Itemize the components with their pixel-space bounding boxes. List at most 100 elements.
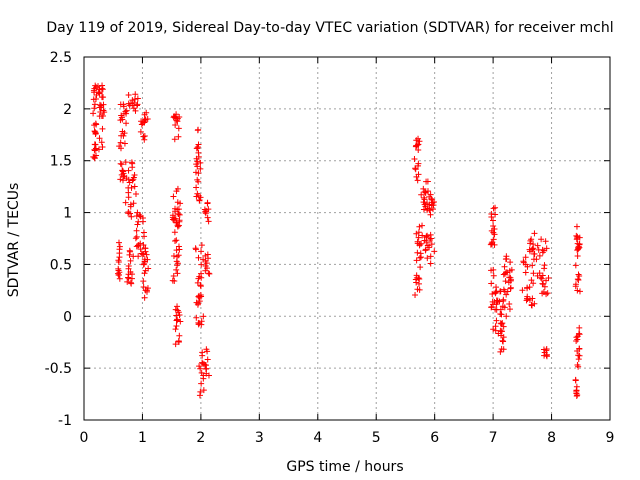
data-point	[504, 288, 511, 295]
data-point	[92, 130, 99, 137]
y-tick-label: 2	[63, 102, 72, 118]
data-point	[543, 353, 550, 360]
data-point	[194, 158, 201, 165]
data-point	[125, 167, 132, 174]
data-point	[176, 311, 183, 318]
data-point	[524, 263, 531, 270]
data-point	[526, 284, 533, 291]
data-point	[575, 271, 582, 278]
x-axis-title: GPS time / hours	[286, 459, 403, 475]
data-point	[143, 251, 150, 258]
data-point	[541, 265, 548, 272]
data-point	[489, 291, 496, 298]
data-point	[415, 234, 422, 241]
data-point	[141, 119, 148, 126]
x-tick-label: 9	[606, 430, 615, 446]
data-point	[174, 270, 181, 277]
data-point	[423, 233, 430, 240]
data-point	[490, 205, 497, 212]
data-point	[198, 321, 205, 328]
data-point	[430, 202, 437, 209]
data-point	[490, 223, 497, 230]
data-point	[121, 140, 128, 147]
data-point	[198, 261, 205, 268]
data-point	[143, 288, 150, 295]
data-point	[419, 222, 426, 229]
data-point	[415, 274, 422, 281]
data-point	[428, 241, 435, 248]
y-tick-label: 1	[63, 206, 72, 222]
data-point	[574, 287, 581, 294]
data-point	[121, 130, 128, 137]
data-point	[204, 356, 211, 363]
data-point	[528, 236, 535, 243]
data-point	[200, 387, 207, 394]
data-point	[170, 273, 177, 280]
data-point	[418, 191, 425, 198]
data-point	[115, 259, 122, 266]
data-point	[197, 365, 204, 372]
data-point	[205, 255, 212, 262]
data-point	[175, 338, 182, 345]
data-point	[173, 323, 180, 330]
data-point	[205, 372, 212, 379]
data-point	[137, 213, 144, 220]
data-point	[417, 264, 424, 271]
data-point	[177, 318, 184, 325]
data-point	[118, 161, 125, 168]
data-point	[576, 272, 583, 279]
data-point	[120, 132, 127, 139]
data-point	[573, 383, 580, 390]
data-point	[95, 146, 102, 153]
data-point	[507, 277, 514, 284]
data-point	[490, 266, 497, 273]
data-point	[145, 265, 152, 272]
data-point	[137, 128, 144, 135]
data-point	[171, 229, 178, 236]
data-point	[117, 176, 124, 183]
data-point	[141, 133, 148, 140]
data-point	[575, 330, 582, 337]
data-point	[490, 272, 497, 279]
data-point	[204, 214, 211, 221]
data-point	[192, 246, 199, 253]
data-point	[202, 362, 209, 369]
data-point	[171, 136, 178, 143]
data-point	[538, 275, 545, 282]
y-tick-label: -0.5	[45, 361, 72, 377]
data-point	[144, 285, 151, 292]
data-point	[116, 275, 123, 282]
data-point	[415, 171, 422, 178]
data-point	[140, 278, 147, 285]
data-point	[530, 241, 537, 248]
data-point	[202, 210, 209, 217]
x-tick-label: 2	[196, 430, 205, 446]
data-point	[115, 239, 122, 246]
data-point	[174, 118, 181, 125]
data-point	[198, 293, 205, 300]
y-tick-label: 2.5	[50, 50, 72, 66]
data-point	[132, 235, 139, 242]
data-point	[492, 204, 499, 211]
data-point	[500, 296, 507, 303]
data-point	[572, 262, 579, 269]
data-point	[415, 147, 422, 154]
data-point	[176, 246, 183, 253]
data-point	[531, 230, 538, 237]
data-point	[424, 232, 431, 239]
data-point	[122, 199, 129, 206]
data-point	[488, 214, 495, 221]
data-point	[137, 246, 144, 253]
data-point	[576, 345, 583, 352]
data-point	[198, 270, 205, 277]
data-point	[544, 290, 551, 297]
data-point	[424, 255, 431, 262]
data-point	[493, 317, 500, 324]
data-point	[197, 165, 204, 172]
data-point	[538, 236, 545, 243]
data-point	[140, 229, 147, 236]
data-point	[416, 286, 423, 293]
data-point	[99, 86, 106, 93]
data-point	[501, 263, 508, 270]
